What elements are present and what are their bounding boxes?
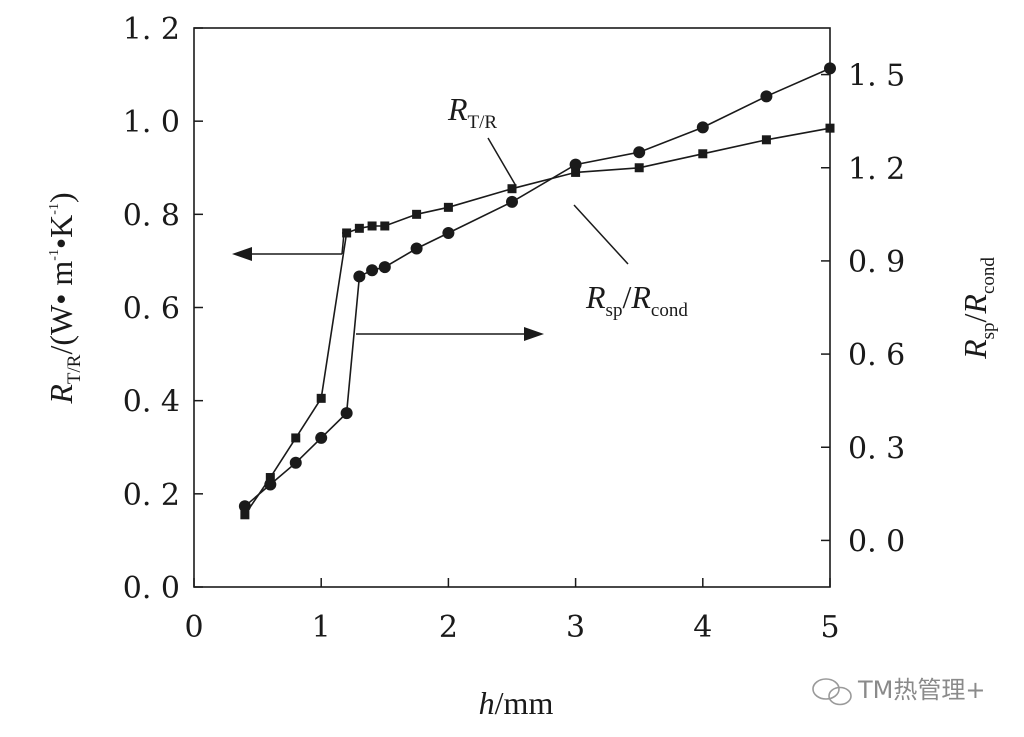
rsp-point-8 — [410, 242, 423, 255]
rtr-point-12 — [634, 163, 644, 173]
left-axis-ticks: 0. 0 0. 2 0. 4 0. 6 0. 8 1. 0 1. 2 — [123, 12, 203, 606]
right-arrow-indicator — [356, 327, 544, 341]
rsp-point-11 — [569, 158, 582, 171]
rsp-point-14 — [760, 90, 773, 103]
rtr-point-11 — [571, 167, 581, 177]
left-tick-label-6: 1. 2 — [123, 12, 180, 47]
x-tick-label-5: 5 — [820, 610, 839, 645]
right-axis-label: Rsp/Rcond — [957, 257, 999, 360]
rtr-point-7 — [380, 221, 390, 231]
rtr-point-1 — [265, 473, 275, 483]
left-tick-label-2: 0. 4 — [123, 385, 180, 420]
series-rtr — [240, 123, 835, 520]
annotation-leader-rsp — [573, 204, 629, 265]
x-axis-ticks: 0 1 2 3 4 5 — [184, 578, 840, 645]
left-axis-label: RT/R/(W• m-1•K-1) — [43, 192, 85, 404]
rtr-point-6 — [367, 221, 377, 231]
x-tick-label-0: 0 — [184, 610, 203, 645]
right-tick-label-1: 0. 3 — [848, 431, 905, 466]
rtr-point-3 — [316, 393, 326, 403]
rsp-point-13 — [696, 121, 709, 134]
x-axis-label: h/mm — [479, 685, 554, 721]
x-tick-label-3: 3 — [566, 610, 585, 645]
rtr-point-10 — [507, 184, 517, 194]
rtr-point-5 — [354, 223, 364, 233]
right-tick-label-4: 1. 2 — [848, 152, 905, 187]
right-tick-label-3: 0. 9 — [848, 245, 905, 280]
left-tick-label-3: 0. 6 — [123, 292, 180, 327]
watermark: TM热管理+ — [812, 676, 985, 706]
series-rsp-rcond — [238, 62, 836, 513]
svg-text:TM热管理+: TM热管理+ — [857, 676, 985, 704]
x-tick-label-4: 4 — [693, 610, 712, 645]
x-tick-label-1: 1 — [312, 610, 331, 645]
right-axis-ticks: 0. 0 0. 3 0. 6 0. 9 1. 2 1. 5 — [821, 59, 905, 559]
rtr-point-14 — [761, 135, 771, 145]
x-tick-label-2: 2 — [439, 610, 458, 645]
series-label-rtr: RT/R — [447, 91, 497, 133]
left-tick-label-1: 0. 2 — [123, 478, 180, 513]
rsp-point-3 — [315, 431, 328, 444]
rsp-point-15 — [824, 62, 836, 75]
left-tick-label-4: 0. 8 — [123, 198, 180, 233]
rsp-point-10 — [506, 195, 518, 208]
rsp-point-6 — [366, 264, 379, 277]
rsp-point-5 — [353, 270, 366, 283]
rtr-point-13 — [698, 149, 708, 159]
rtr-point-8 — [412, 209, 422, 219]
left-arrow-indicator — [232, 232, 345, 261]
series-label-rsp: Rsp/Rcond — [585, 279, 688, 321]
annotation-leader-rtr — [487, 137, 517, 187]
rsp-point-2 — [289, 456, 302, 469]
right-tick-label-5: 1. 5 — [848, 59, 905, 94]
wechat-icon — [812, 678, 852, 706]
rtr-point-4 — [342, 228, 352, 238]
rtr-point-0 — [240, 510, 250, 520]
rtr-point-15 — [825, 123, 835, 133]
rsp-point-4 — [340, 407, 353, 420]
rtr-line — [244, 127, 831, 516]
rsp-point-9 — [442, 226, 455, 239]
right-tick-label-2: 0. 6 — [848, 338, 905, 373]
right-tick-label-0: 0. 0 — [848, 524, 905, 559]
rsp-point-1 — [264, 478, 277, 491]
rsp-point-0 — [238, 500, 251, 513]
rsp-point-12 — [633, 146, 646, 159]
left-tick-label-0: 0. 0 — [123, 571, 180, 606]
left-tick-label-5: 1. 0 — [123, 105, 180, 140]
rtr-point-9 — [443, 202, 453, 212]
rsp-point-7 — [378, 261, 391, 274]
rtr-point-2 — [291, 433, 301, 443]
rsp-line — [244, 67, 831, 507]
